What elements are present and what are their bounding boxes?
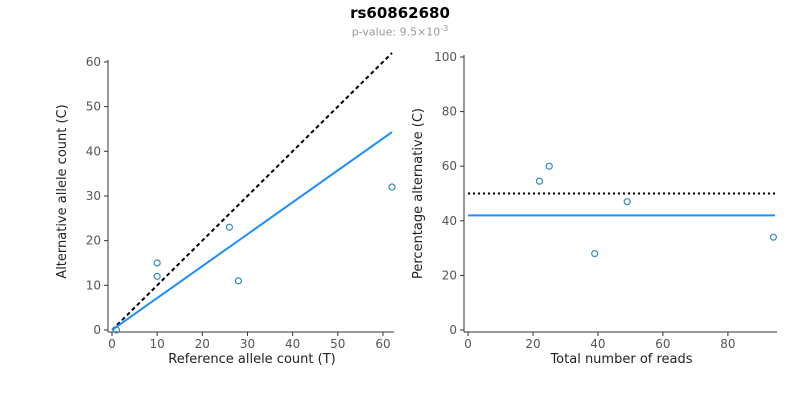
y-tick-label: 20: [86, 234, 101, 248]
p-value-text: p-value: 9.5×10: [351, 25, 441, 39]
y-tick-label: 0: [93, 323, 101, 337]
x-tick-label: 60: [375, 337, 390, 351]
data-point: [225, 223, 234, 231]
data-point: [153, 272, 161, 280]
data-point: [591, 249, 599, 258]
x-tick-label: 0: [108, 337, 116, 351]
panel-allele-counts: 0 10 20 30 40 50 60 0 10 20 30 40 50 60 Reference alle…: [55, 52, 396, 367]
data-point: [112, 326, 121, 334]
x-axis-title: Total number of reads: [549, 352, 692, 367]
y-tick-label: 10: [86, 278, 101, 292]
y-tick-label: 40: [86, 144, 101, 158]
identity-line: [111, 52, 393, 331]
y-tick-label: 30: [86, 189, 101, 203]
y-tick-label: 60: [86, 55, 101, 69]
plot-title: rs60862680: [350, 4, 450, 22]
y-axis-title: Percentage alternative (C): [411, 108, 426, 279]
x-tick-label: 40: [590, 337, 605, 351]
x-tick-label: 50: [330, 337, 345, 351]
y-tick-label: 40: [442, 214, 457, 228]
x-tick-label: 20: [525, 337, 540, 351]
data-point: [623, 198, 631, 206]
x-tick-label: 80: [720, 337, 735, 351]
x-tick-label: 40: [285, 337, 300, 351]
y-tick-label: 60: [442, 159, 457, 173]
p-value-exponent: -3: [440, 24, 449, 33]
data-point: [535, 177, 544, 185]
y-tick-label: 100: [434, 50, 457, 64]
x-tick-label: 60: [655, 337, 670, 351]
y-axis-title: Alternative allele count (C): [55, 104, 70, 278]
data-point: [234, 277, 243, 285]
panel-percentage: 0 20 40 60 80 0 20 40 60 80 100 Total number of rea…: [411, 50, 777, 367]
y-tick-label: 80: [442, 105, 457, 119]
x-tick-label: 10: [150, 337, 165, 351]
data-point: [545, 162, 553, 170]
data-point: [153, 259, 161, 267]
y-tick-label: 0: [449, 323, 457, 337]
fit-line: [111, 131, 393, 331]
y-tick-label: 50: [86, 100, 101, 114]
x-tick-label: 20: [195, 337, 210, 351]
data-point: [388, 183, 396, 191]
x-axis-title: Reference allele count (T): [168, 352, 335, 367]
x-tick-label: 0: [464, 337, 472, 351]
plot-subtitle: p-value: 9.5×10-3: [0, 24, 800, 39]
x-tick-label: 30: [240, 337, 255, 351]
data-point: [769, 233, 777, 241]
y-tick-label: 20: [442, 268, 457, 282]
